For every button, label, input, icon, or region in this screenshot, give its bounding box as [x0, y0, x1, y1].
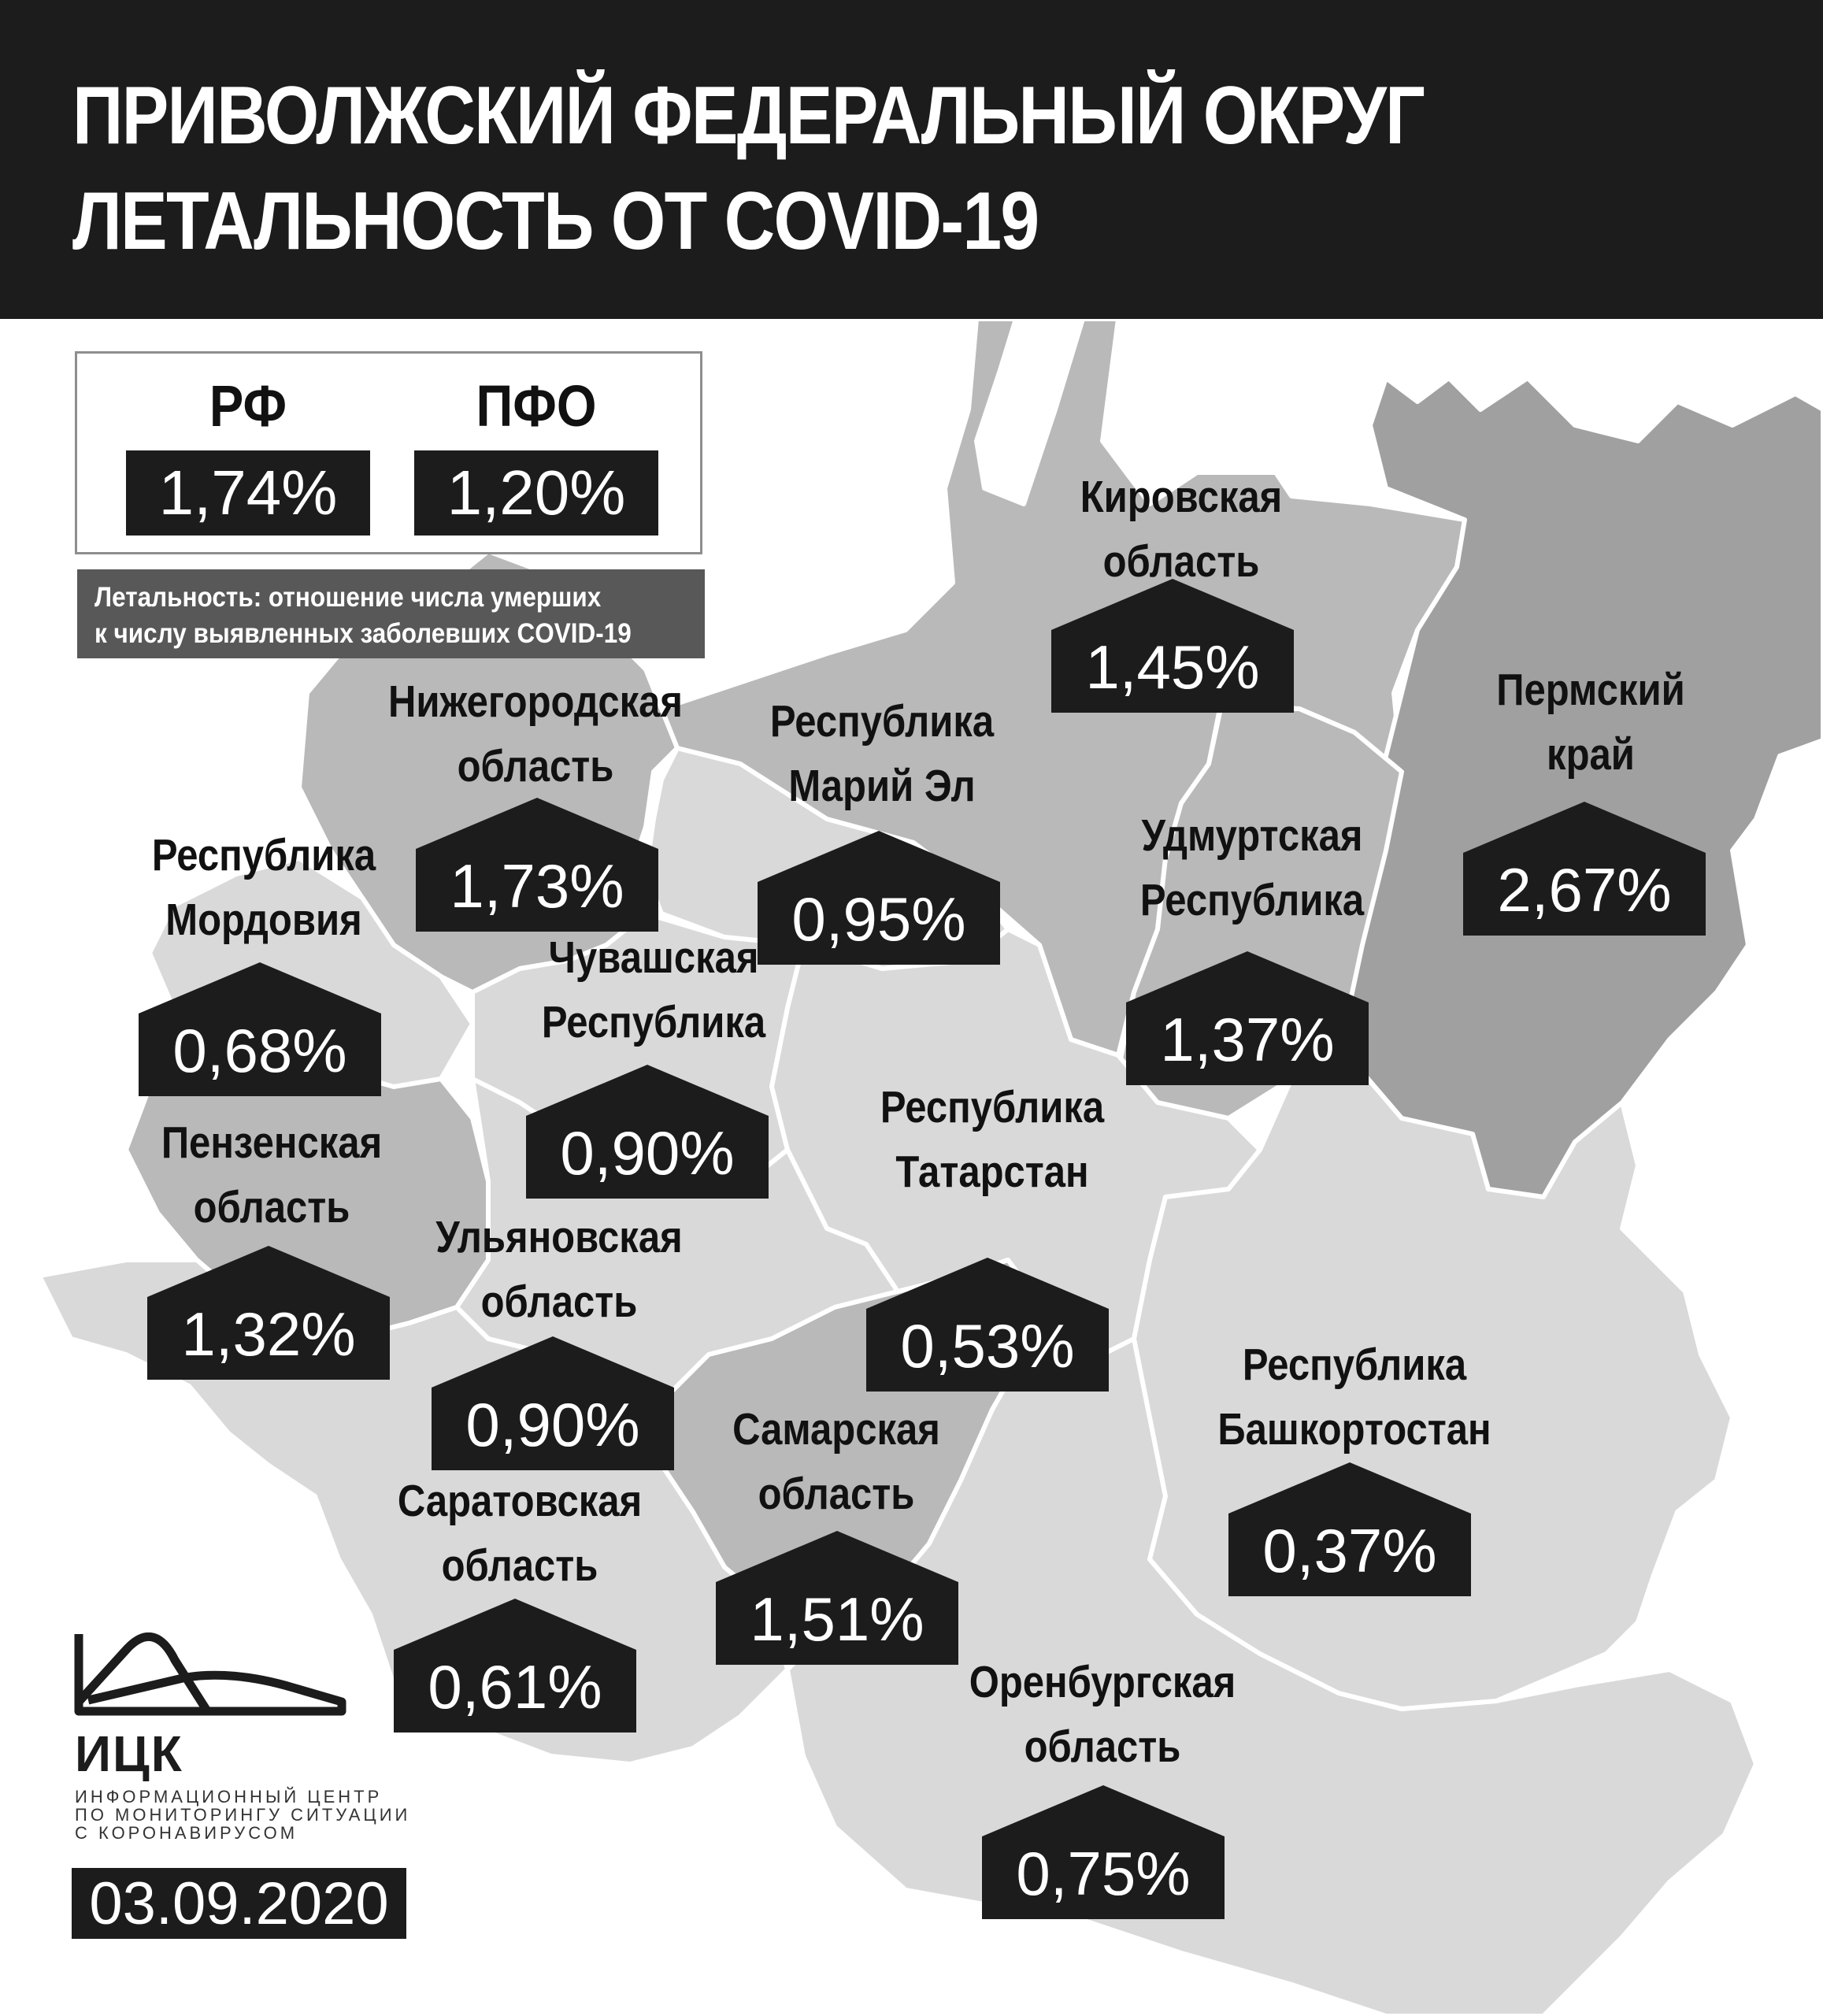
label-penza: Пензенская область [161, 1117, 383, 1232]
title-line-2: ЛЕТАЛЬНОСТЬ ОТ COVID-19 [72, 176, 1039, 267]
summary-box: РФ 1,74% ПФО 1,20% [75, 351, 702, 554]
badge-udmurtia: 1,37% [1126, 951, 1369, 1085]
label-kirov: Кировская область [1080, 472, 1283, 587]
label-mari-el: Республика Марий Эл [769, 696, 995, 811]
label-udmurtia: Удмуртская Республика [1139, 810, 1365, 925]
note-line-1: Летальность: отношение числа умерших [94, 582, 602, 613]
badge-penza: 1,32% [147, 1246, 390, 1380]
badge-ulyanovsk: 0,90% [432, 1336, 674, 1470]
badge-samara: 1,51% [716, 1531, 958, 1665]
label-orenburg: Оренбургская область [969, 1657, 1236, 1772]
pfo-value: 1,20% [414, 450, 658, 536]
pfo-label: ПФО [476, 373, 597, 439]
date-badge: 03.09.2020 [72, 1868, 406, 1939]
badge-saratov: 0,61% [394, 1599, 636, 1732]
label-bashkortostan: Республика Башкортостан [1217, 1340, 1491, 1455]
badge-bashkortostan: 0,37% [1228, 1462, 1471, 1596]
badge-mari-el: 0,95% [758, 831, 1000, 965]
label-ulyanovsk: Ульяновская область [435, 1212, 683, 1327]
badge-chuvashia: 0,90% [526, 1065, 769, 1199]
badge-tatarstan: 0,53% [866, 1258, 1109, 1392]
badge-nizhny: 1,73% [416, 798, 658, 932]
title-line-1: ПРИВОЛЖСКИЙ ФЕДЕРАЛЬНЫЙ ОКРУГ [72, 70, 1425, 161]
label-perm: Пермский край [1496, 665, 1685, 780]
badge-mordovia: 0,68% [139, 962, 381, 1096]
rf-value: 1,74% [126, 450, 370, 536]
label-saratov: Саратовская область [397, 1476, 643, 1591]
title-banner: ПРИВОЛЖСКИЙ ФЕДЕРАЛЬНЫЙ ОКРУГ ЛЕТАЛЬНОСТ… [0, 0, 1823, 319]
region-shape-perm [1289, 376, 1823, 1199]
summary-rf: РФ 1,74% [126, 372, 370, 536]
label-chuvashia: Чувашская Республика [541, 932, 766, 1047]
logo-title: ИЦК [75, 1725, 183, 1782]
label-samara: Самарская область [732, 1404, 940, 1519]
badge-perm: 2,67% [1463, 802, 1706, 936]
badge-orenburg: 0,75% [982, 1785, 1225, 1919]
definition-note: Летальность: отношение числа умерших к ч… [77, 569, 705, 658]
note-line-2: к числу выявленных заболевших COVID-19 [94, 618, 632, 649]
label-tatarstan: Республика Татарстан [880, 1082, 1105, 1197]
badge-kirov: 1,45% [1051, 579, 1294, 713]
summary-pfo: ПФО 1,20% [414, 372, 658, 536]
label-mordovia: Республика Мордовия [151, 830, 376, 945]
rf-label: РФ [209, 373, 287, 439]
logo-subtitle: ИНФОРМАЦИОННЫЙ ЦЕНТР ПО МОНИТОРИНГУ СИТУ… [75, 1787, 411, 1843]
label-nizhny: Нижегородская область [387, 676, 683, 791]
ick-logo-icon [74, 1632, 346, 1716]
